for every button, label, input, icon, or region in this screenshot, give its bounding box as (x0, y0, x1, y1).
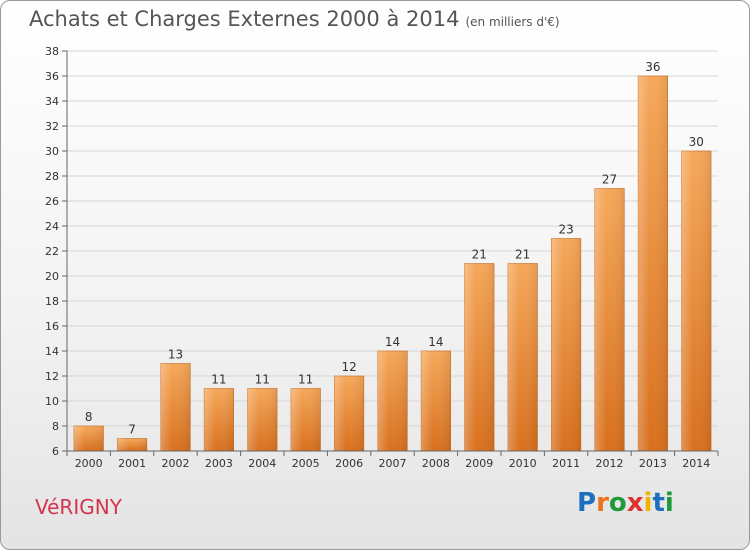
bar-value-label: 11 (255, 373, 270, 387)
bar-value-label: 14 (385, 335, 400, 349)
x-tick-label: 2012 (596, 457, 624, 470)
bar-value-label: 12 (341, 360, 356, 374)
y-tick-label: 34 (45, 95, 59, 108)
y-tick-label: 30 (45, 145, 59, 158)
bar-shine (421, 351, 451, 451)
y-tick-label: 36 (45, 70, 59, 83)
logo-letter: o (608, 488, 627, 518)
y-tick-label: 14 (45, 345, 59, 358)
bar-value-label: 13 (168, 348, 183, 362)
bar-shine (638, 76, 668, 451)
bar-shine (464, 263, 495, 451)
x-tick-label: 2013 (639, 457, 667, 470)
x-tick-label: 2002 (162, 457, 190, 470)
bar-value-label: 14 (428, 335, 443, 349)
y-tick-label: 10 (45, 395, 59, 408)
bar-value-label: 30 (689, 135, 704, 149)
bar-value-label: 27 (602, 173, 617, 187)
x-tick-label: 2001 (118, 457, 146, 470)
title-unit: (en milliers d'€) (465, 15, 560, 29)
x-tick-label: 2007 (379, 457, 407, 470)
bar-value-label: 21 (472, 248, 487, 262)
y-tick-label: 32 (45, 120, 59, 133)
x-tick-label: 2011 (552, 457, 580, 470)
logo-letter: t (652, 488, 665, 518)
proxiti-logo: Proxiti (577, 488, 674, 518)
bar-shine (73, 426, 104, 451)
x-tick-label: 2010 (509, 457, 537, 470)
y-tick-label: 12 (45, 370, 59, 383)
bar-shine (551, 238, 581, 451)
bar-value-label: 8 (85, 410, 93, 424)
bar-shine (204, 388, 234, 451)
bar-shine (334, 376, 364, 451)
bar-value-label: 11 (298, 373, 313, 387)
bar-shine (377, 351, 408, 451)
logo-letter: P (577, 488, 597, 518)
bar-value-label: 36 (645, 60, 660, 74)
x-tick-label: 2006 (335, 457, 363, 470)
y-tick-label: 24 (45, 220, 59, 233)
y-tick-label: 22 (45, 245, 59, 258)
bar-shine (247, 388, 278, 451)
x-tick-label: 2005 (292, 457, 320, 470)
bar-value-label: 23 (558, 223, 573, 237)
bar-shine (594, 188, 625, 451)
logo-letter: r (596, 488, 609, 518)
x-tick-label: 2014 (682, 457, 710, 470)
bar-shine (160, 363, 191, 451)
bar-shine (117, 438, 147, 451)
logo-letter: i (664, 488, 674, 518)
y-tick-label: 28 (45, 170, 59, 183)
y-tick-label: 6 (52, 445, 59, 458)
x-tick-label: 2009 (465, 457, 493, 470)
x-tick-label: 2008 (422, 457, 450, 470)
title-text: Achats et Charges Externes 2000 à 2014 (29, 7, 460, 31)
chart-title: Achats et Charges Externes 2000 à 2014 (e… (29, 7, 560, 31)
bar-value-label: 7 (128, 423, 136, 437)
y-tick-label: 26 (45, 195, 59, 208)
y-tick-label: 20 (45, 270, 59, 283)
y-tick-label: 8 (52, 420, 59, 433)
bar-shine (681, 151, 712, 451)
x-tick-label: 2004 (248, 457, 276, 470)
logo-letter: x (626, 488, 644, 518)
bar-value-label: 11 (211, 373, 226, 387)
bar-shine (290, 388, 321, 451)
logo-letter: i (643, 488, 653, 518)
x-tick-label: 2000 (75, 457, 103, 470)
commune-name: VéRIGNY (35, 495, 122, 519)
y-tick-label: 38 (45, 45, 59, 58)
bar-value-label: 21 (515, 248, 530, 262)
x-tick-label: 2003 (205, 457, 233, 470)
y-tick-label: 16 (45, 320, 59, 333)
y-tick-label: 18 (45, 295, 59, 308)
bar-shine (507, 263, 538, 451)
